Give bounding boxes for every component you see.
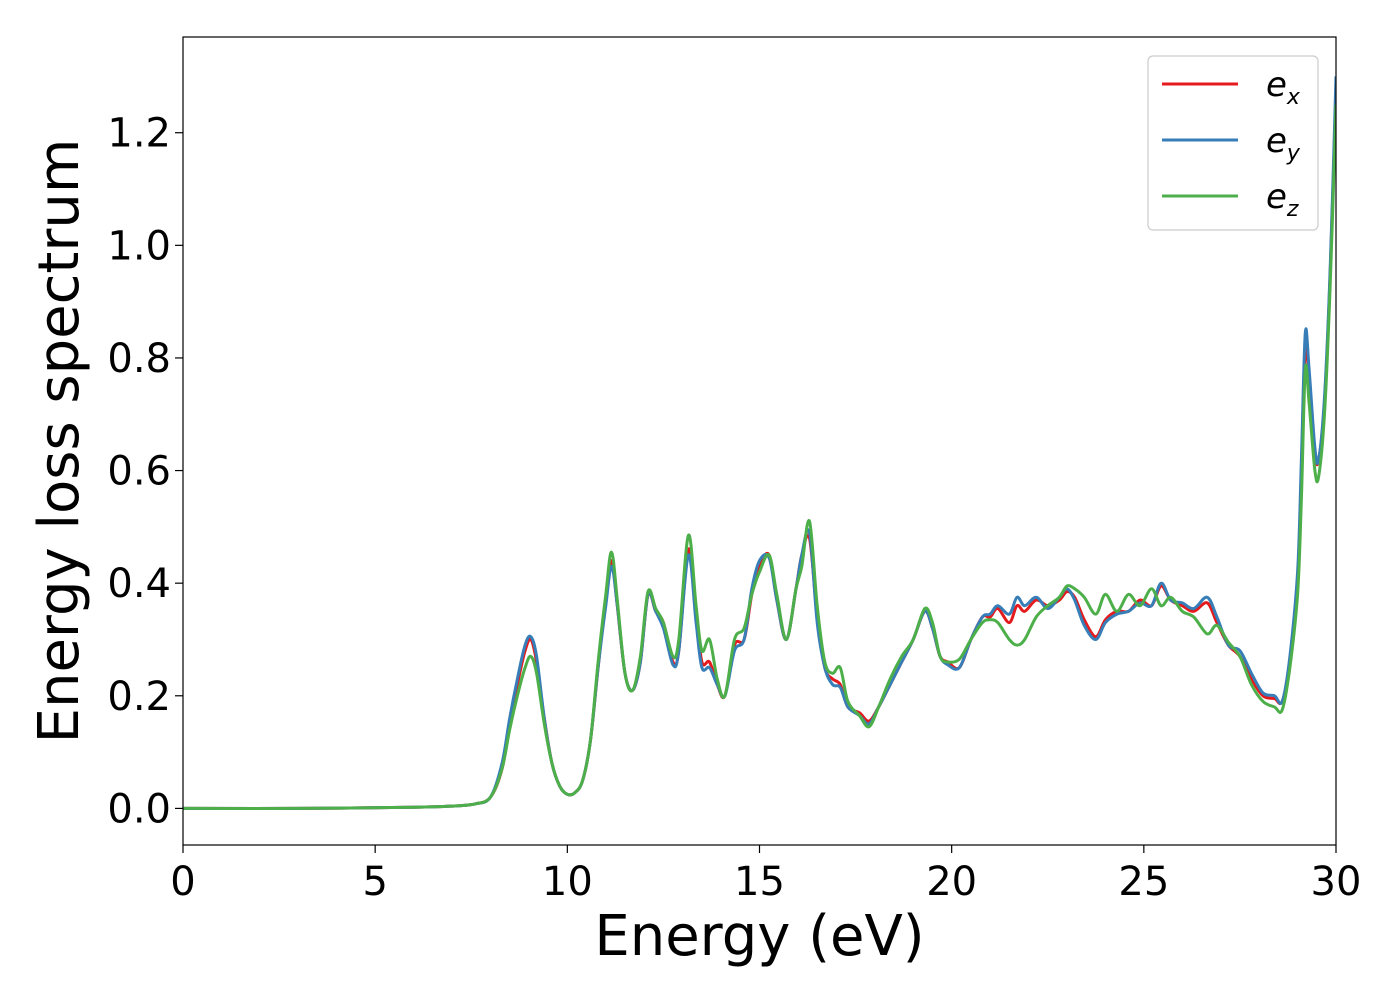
x-tick-label: 20 bbox=[926, 859, 977, 905]
y-tick-label: 0.2 bbox=[107, 674, 171, 720]
y-tick-label: 0.8 bbox=[107, 336, 171, 382]
x-tick-label: 10 bbox=[542, 859, 593, 905]
y-tick-label: 0.6 bbox=[107, 449, 171, 495]
y-tick-label: 1.0 bbox=[107, 223, 171, 269]
legend-label-y: ey bbox=[1266, 121, 1301, 166]
y-tick-label: 1.2 bbox=[107, 111, 171, 157]
x-tick-label: 5 bbox=[362, 859, 387, 905]
x-tick-label: 0 bbox=[170, 859, 195, 905]
plot-lines bbox=[183, 76, 1336, 810]
y-axis-title: Energy loss spectrum bbox=[27, 139, 92, 744]
x-axis-ticks: 0 5 10 15 20 25 30 bbox=[170, 845, 1361, 905]
y-axis-ticks: 0.0 0.2 0.4 0.6 0.8 1.0 1.2 bbox=[107, 111, 183, 832]
y-tick-label: 0.0 bbox=[107, 786, 171, 832]
x-axis-title: Energy (eV) bbox=[594, 904, 924, 969]
y-tick-label: 0.4 bbox=[107, 561, 171, 607]
x-tick-label: 30 bbox=[1311, 859, 1362, 905]
x-tick-label: 25 bbox=[1118, 859, 1169, 905]
legend-label-x: ex bbox=[1266, 65, 1301, 110]
legend: ex ey ez bbox=[1147, 55, 1319, 231]
legend-box bbox=[1147, 55, 1319, 231]
series-line-z bbox=[183, 104, 1336, 810]
legend-label-z: ez bbox=[1266, 177, 1299, 222]
x-tick-label: 15 bbox=[734, 859, 785, 905]
